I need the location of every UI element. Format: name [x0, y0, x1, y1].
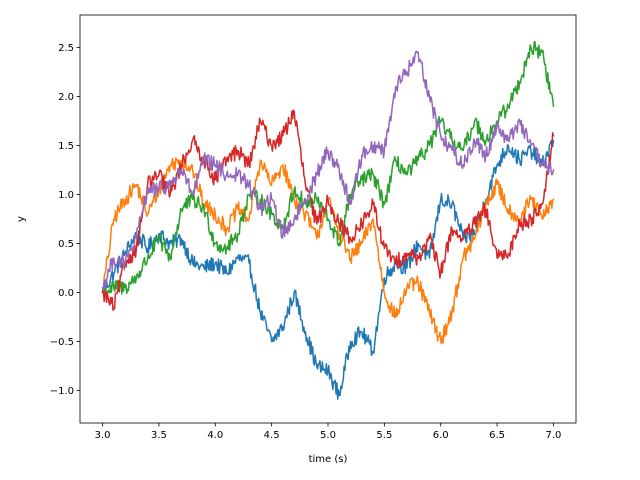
- y-tick-label: 0.0: [58, 288, 74, 299]
- series-layer: [101, 40, 555, 400]
- series-line-1: [101, 139, 555, 400]
- y-tick-label: −1.0: [50, 386, 74, 397]
- series-line-3: [101, 40, 555, 299]
- y-tick-label: 1.5: [58, 141, 74, 152]
- x-axis-label: time (s): [309, 454, 348, 465]
- x-tick-label: 5.0: [320, 430, 336, 441]
- y-tick-label: 1.0: [58, 190, 74, 201]
- y-tick-label: −0.5: [50, 337, 74, 348]
- y-tick-label: 2.5: [58, 43, 74, 54]
- x-tick-label: 6.0: [433, 430, 449, 441]
- x-tick-label: 3.0: [95, 430, 111, 441]
- x-tick-label: 6.5: [489, 430, 505, 441]
- x-tick-label: 5.5: [376, 430, 392, 441]
- y-axis-label: y: [16, 216, 27, 222]
- axes-layer: 3.0 3.5 4.0 4.5 5.0 5.5 6.0 6.5 7.0 −1.0 −0.5 0.0 0.…: [50, 14, 577, 441]
- x-tick-label: 3.5: [151, 430, 167, 441]
- series-line-5: [101, 50, 555, 291]
- y-tick-label: 2.0: [58, 92, 74, 103]
- x-tick-label: 7.0: [546, 430, 562, 441]
- x-tick-label: 4.5: [264, 430, 280, 441]
- x-tick-label: 4.0: [207, 430, 223, 441]
- y-tick-label: 0.5: [58, 239, 74, 250]
